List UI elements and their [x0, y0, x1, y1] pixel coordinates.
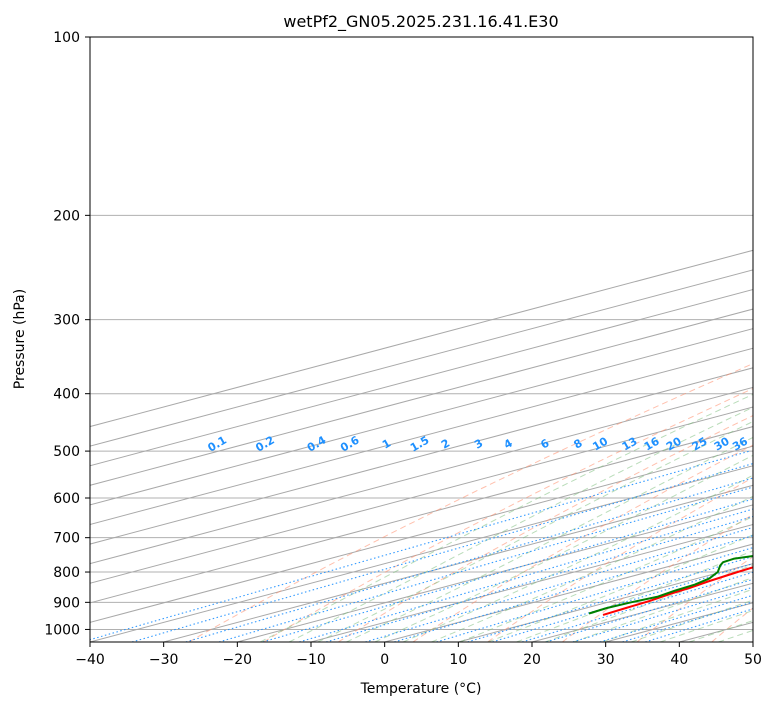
moist-adiabat-line	[288, 406, 753, 642]
isotherm-line	[90, 406, 753, 584]
moist-adiabat-line	[346, 436, 753, 642]
chart-title: wetPf2_GN05.2025.231.16.41.E30	[283, 12, 558, 32]
mixing-ratio-line	[325, 515, 753, 642]
x-tick-label: 30	[597, 652, 615, 668]
isotherm-line	[90, 328, 753, 506]
isotherm-line	[310, 523, 753, 642]
x-tick-label: −30	[149, 652, 179, 668]
mixing-ratio-line	[131, 462, 753, 642]
isotherm-line	[90, 308, 753, 486]
mixing-ratio-line	[492, 563, 753, 642]
x-axis-label: Temperature (°C)	[360, 681, 482, 697]
mixing-ratio-line	[622, 601, 753, 642]
sounding-lines	[588, 554, 753, 616]
dry-adiabat-line	[337, 415, 753, 642]
y-tick-label: 700	[53, 531, 80, 547]
isotherm-line	[90, 386, 753, 565]
isotherm-line	[90, 269, 753, 447]
y-axis-label: Pressure (hPa)	[12, 289, 28, 389]
mixing-ratio-line	[645, 608, 753, 642]
mixing-ratio-line	[467, 555, 753, 642]
isotherm-line	[90, 445, 753, 623]
y-tick-label: 1000	[44, 622, 80, 638]
moist-adiabat-line	[573, 576, 753, 642]
y-axis-ticks: 100 200 300 400 500 600 700 800 900 1000	[44, 30, 90, 638]
mixing-ratio-label: 4	[502, 436, 515, 451]
isotherm-line	[605, 602, 753, 642]
isotherm-line	[752, 641, 753, 642]
x-tick-label: −40	[75, 652, 105, 668]
dry-adiabat-line	[412, 444, 753, 642]
x-tick-label: −10	[296, 652, 326, 668]
plot-frame	[89, 36, 754, 643]
mixing-ratio-line	[394, 535, 753, 642]
isotherm-line	[90, 249, 753, 428]
y-tick-label: 400	[53, 387, 80, 403]
moist-adiabat-line	[487, 534, 753, 642]
mixing-ratio-line	[599, 594, 753, 642]
mixing-ratio-line	[185, 477, 753, 642]
moist-adiabat-line	[459, 516, 753, 642]
mixing-ratio-line	[572, 586, 753, 642]
x-tick-label: 20	[523, 652, 541, 668]
dry-adiabat-line	[562, 513, 753, 642]
x-tick-label: 40	[670, 652, 688, 668]
dry-adiabat-line	[711, 607, 753, 642]
moist-adiabat-line	[516, 550, 753, 642]
moist-adiabat-line	[374, 454, 753, 642]
x-tick-label: 50	[744, 652, 762, 668]
moist-adiabat-line	[259, 393, 753, 642]
mixing-ratio-line	[521, 571, 753, 642]
y-tick-label: 500	[53, 444, 80, 460]
mixing-ratio-line	[436, 547, 753, 642]
mixing-ratio-label: 2	[439, 437, 452, 452]
moist-adiabat-line	[317, 420, 753, 642]
y-tick-label: 900	[53, 595, 80, 611]
x-axis-ticks: −40 −30 −20 −10 0 10 20 30 40 50	[75, 642, 762, 668]
y-tick-label: 200	[53, 208, 80, 224]
isotherm-line	[237, 504, 753, 642]
isotherm-line	[163, 484, 753, 642]
background-lines	[90, 37, 753, 642]
y-tick-label: 300	[53, 313, 80, 329]
mixing-ratio-line	[90, 450, 750, 641]
y-tick-label: 600	[53, 491, 80, 507]
mixing-ratio-label: 6	[538, 436, 551, 451]
y-tick-label: 800	[53, 565, 80, 581]
y-tick-label: 100	[53, 30, 80, 46]
background-labels: 0.10.20.40.611.52346810131620253036-100-…	[205, 433, 750, 454]
x-tick-label: −20	[223, 652, 253, 668]
mixing-ratio-line	[218, 486, 753, 642]
mixing-ratio-line	[299, 508, 753, 642]
isotherm-line	[90, 426, 753, 604]
mixing-ratio-line	[546, 578, 753, 642]
mixing-ratio-label: 3	[472, 437, 485, 452]
isotherm-line	[90, 465, 753, 642]
isotherm-line	[90, 347, 753, 526]
moist-adiabat-line	[431, 495, 753, 642]
dry-adiabat-line	[636, 556, 753, 642]
dry-adiabat-line	[487, 477, 753, 642]
isotherm-line	[90, 288, 753, 467]
moist-adiabat-line	[544, 564, 753, 642]
x-tick-label: 0	[380, 652, 389, 668]
dry-adiabat-line	[188, 363, 753, 642]
dewpoint-trace	[588, 554, 753, 615]
x-tick-label: 10	[449, 652, 467, 668]
moist-adiabat-line	[602, 588, 753, 642]
moist-adiabat-line	[402, 474, 753, 642]
isotherm-line	[90, 367, 753, 545]
mixing-ratio-label: 8	[572, 437, 585, 452]
